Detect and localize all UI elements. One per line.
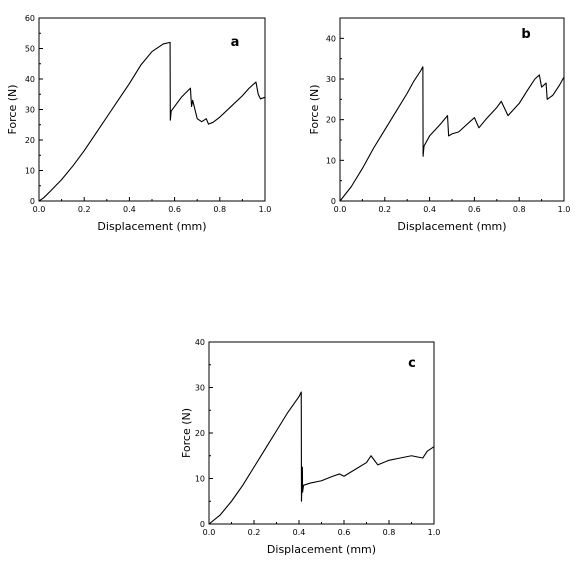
- y-tick-label: 50: [25, 45, 35, 54]
- y-tick-label: 40: [195, 338, 205, 347]
- y-tick-label: 40: [25, 75, 35, 84]
- y-tick-label: 40: [326, 34, 336, 43]
- x-tick-label: 0.6: [168, 205, 181, 214]
- x-tick-label: 1.0: [259, 205, 272, 214]
- y-tick-label: 0: [30, 197, 35, 206]
- y-tick-label: 10: [326, 156, 336, 165]
- y-tick-label: 20: [326, 116, 336, 125]
- y-tick-label: 30: [326, 75, 336, 84]
- y-axis-label: Force (N): [180, 408, 193, 458]
- y-tick-label: 0: [331, 197, 336, 206]
- x-axis-label: Displacement (mm): [397, 220, 506, 233]
- panel-label: a: [231, 35, 240, 50]
- series-line: [208, 391, 435, 525]
- x-tick-label: 0.2: [78, 205, 91, 214]
- chart-panel-a: 0.0 0.2 0.4 0.6 0.8 1.0 0 10 20 30 40 50 60 Displacem…: [6, 14, 271, 233]
- x-tick-label: 1.0: [558, 205, 571, 214]
- x-axis-label: Displacement (mm): [267, 543, 376, 556]
- x-tick-label: 0.8: [383, 528, 396, 537]
- x-tick-label: 0.0: [33, 205, 46, 214]
- y-tick-label: 10: [25, 167, 35, 176]
- x-tick-label: 0.8: [513, 205, 526, 214]
- x-tick-label: 0.4: [123, 205, 136, 214]
- y-tick-label: 60: [25, 14, 35, 23]
- x-tick-label: 0.0: [334, 205, 347, 214]
- y-tick-label: 30: [25, 106, 35, 115]
- y-axis-label: Force (N): [6, 84, 19, 134]
- y-tick-label: 30: [195, 384, 205, 393]
- plot-frame: [208, 341, 435, 525]
- x-axis-label: Displacement (mm): [97, 220, 206, 233]
- x-tick-label: 1.0: [428, 528, 441, 537]
- panel-label: c: [408, 356, 416, 371]
- x-tick-label: 0.6: [338, 528, 351, 537]
- x-tick-label: 0.6: [468, 205, 481, 214]
- plot-frame: [339, 17, 565, 202]
- y-tick-label: 20: [25, 136, 35, 145]
- x-tick-label: 0.4: [423, 205, 436, 214]
- y-tick-label: 0: [200, 520, 205, 529]
- y-tick-label: 10: [195, 475, 205, 484]
- x-tick-label: 0.0: [203, 528, 216, 537]
- chart-panel-c: 0.0 0.2 0.4 0.6 0.8 1.0 0 10 20 30 40 Displacement …: [180, 338, 440, 556]
- series-line: [38, 41, 266, 202]
- chart-panel-b: 0.0 0.2 0.4 0.6 0.8 1.0 0 10 20 30 40 Displacement …: [308, 17, 571, 233]
- x-tick-label: 0.8: [213, 205, 226, 214]
- x-tick-label: 0.2: [248, 528, 261, 537]
- x-tick-label: 0.2: [378, 205, 391, 214]
- y-tick-label: 20: [195, 429, 205, 438]
- panel-label: b: [521, 27, 530, 42]
- y-axis-label: Force (N): [308, 84, 321, 134]
- x-tick-label: 0.4: [293, 528, 306, 537]
- series-line: [339, 66, 565, 202]
